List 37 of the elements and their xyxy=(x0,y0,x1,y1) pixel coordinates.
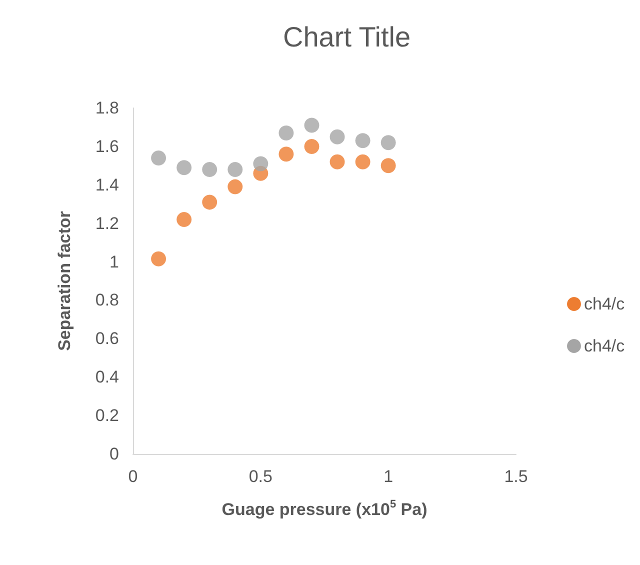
y-axis-title: Separation factor xyxy=(55,210,74,351)
legend-label: ch4/c xyxy=(584,294,626,314)
y-tick-label: 1.6 xyxy=(95,136,119,156)
point xyxy=(202,194,218,210)
x-tick-label: 0 xyxy=(128,467,138,486)
y-tick-label: 1.8 xyxy=(95,98,119,118)
point xyxy=(355,154,370,170)
y-tick-label: 0.6 xyxy=(95,329,119,348)
point xyxy=(304,118,320,133)
y-tick-label: 0 xyxy=(110,444,119,464)
point xyxy=(330,129,345,144)
point xyxy=(278,125,294,140)
point xyxy=(278,146,294,162)
point xyxy=(176,212,192,227)
point xyxy=(330,154,345,170)
point xyxy=(151,251,166,266)
chart-title: Chart Title xyxy=(283,22,411,52)
point xyxy=(304,138,320,154)
y-tick-label: 0.8 xyxy=(95,290,119,310)
legend-label: ch4/c xyxy=(584,336,626,356)
y-tick-label: 1 xyxy=(110,252,119,272)
y-tick-label: 0.2 xyxy=(95,406,119,426)
x-tick-label: 0.5 xyxy=(248,467,272,486)
point xyxy=(228,162,243,178)
point xyxy=(228,179,243,194)
y-tick-label: 0.4 xyxy=(95,368,119,387)
point xyxy=(202,162,218,178)
point xyxy=(151,150,166,166)
point xyxy=(380,158,396,174)
point xyxy=(253,156,268,172)
x-tick-label: 1 xyxy=(384,467,394,486)
x-tick-label: 1.5 xyxy=(504,467,528,486)
y-tick-label: 1.2 xyxy=(95,214,119,233)
y-tick-label: 1.4 xyxy=(95,175,119,194)
point xyxy=(380,135,396,150)
point xyxy=(355,133,370,148)
point xyxy=(176,160,192,176)
